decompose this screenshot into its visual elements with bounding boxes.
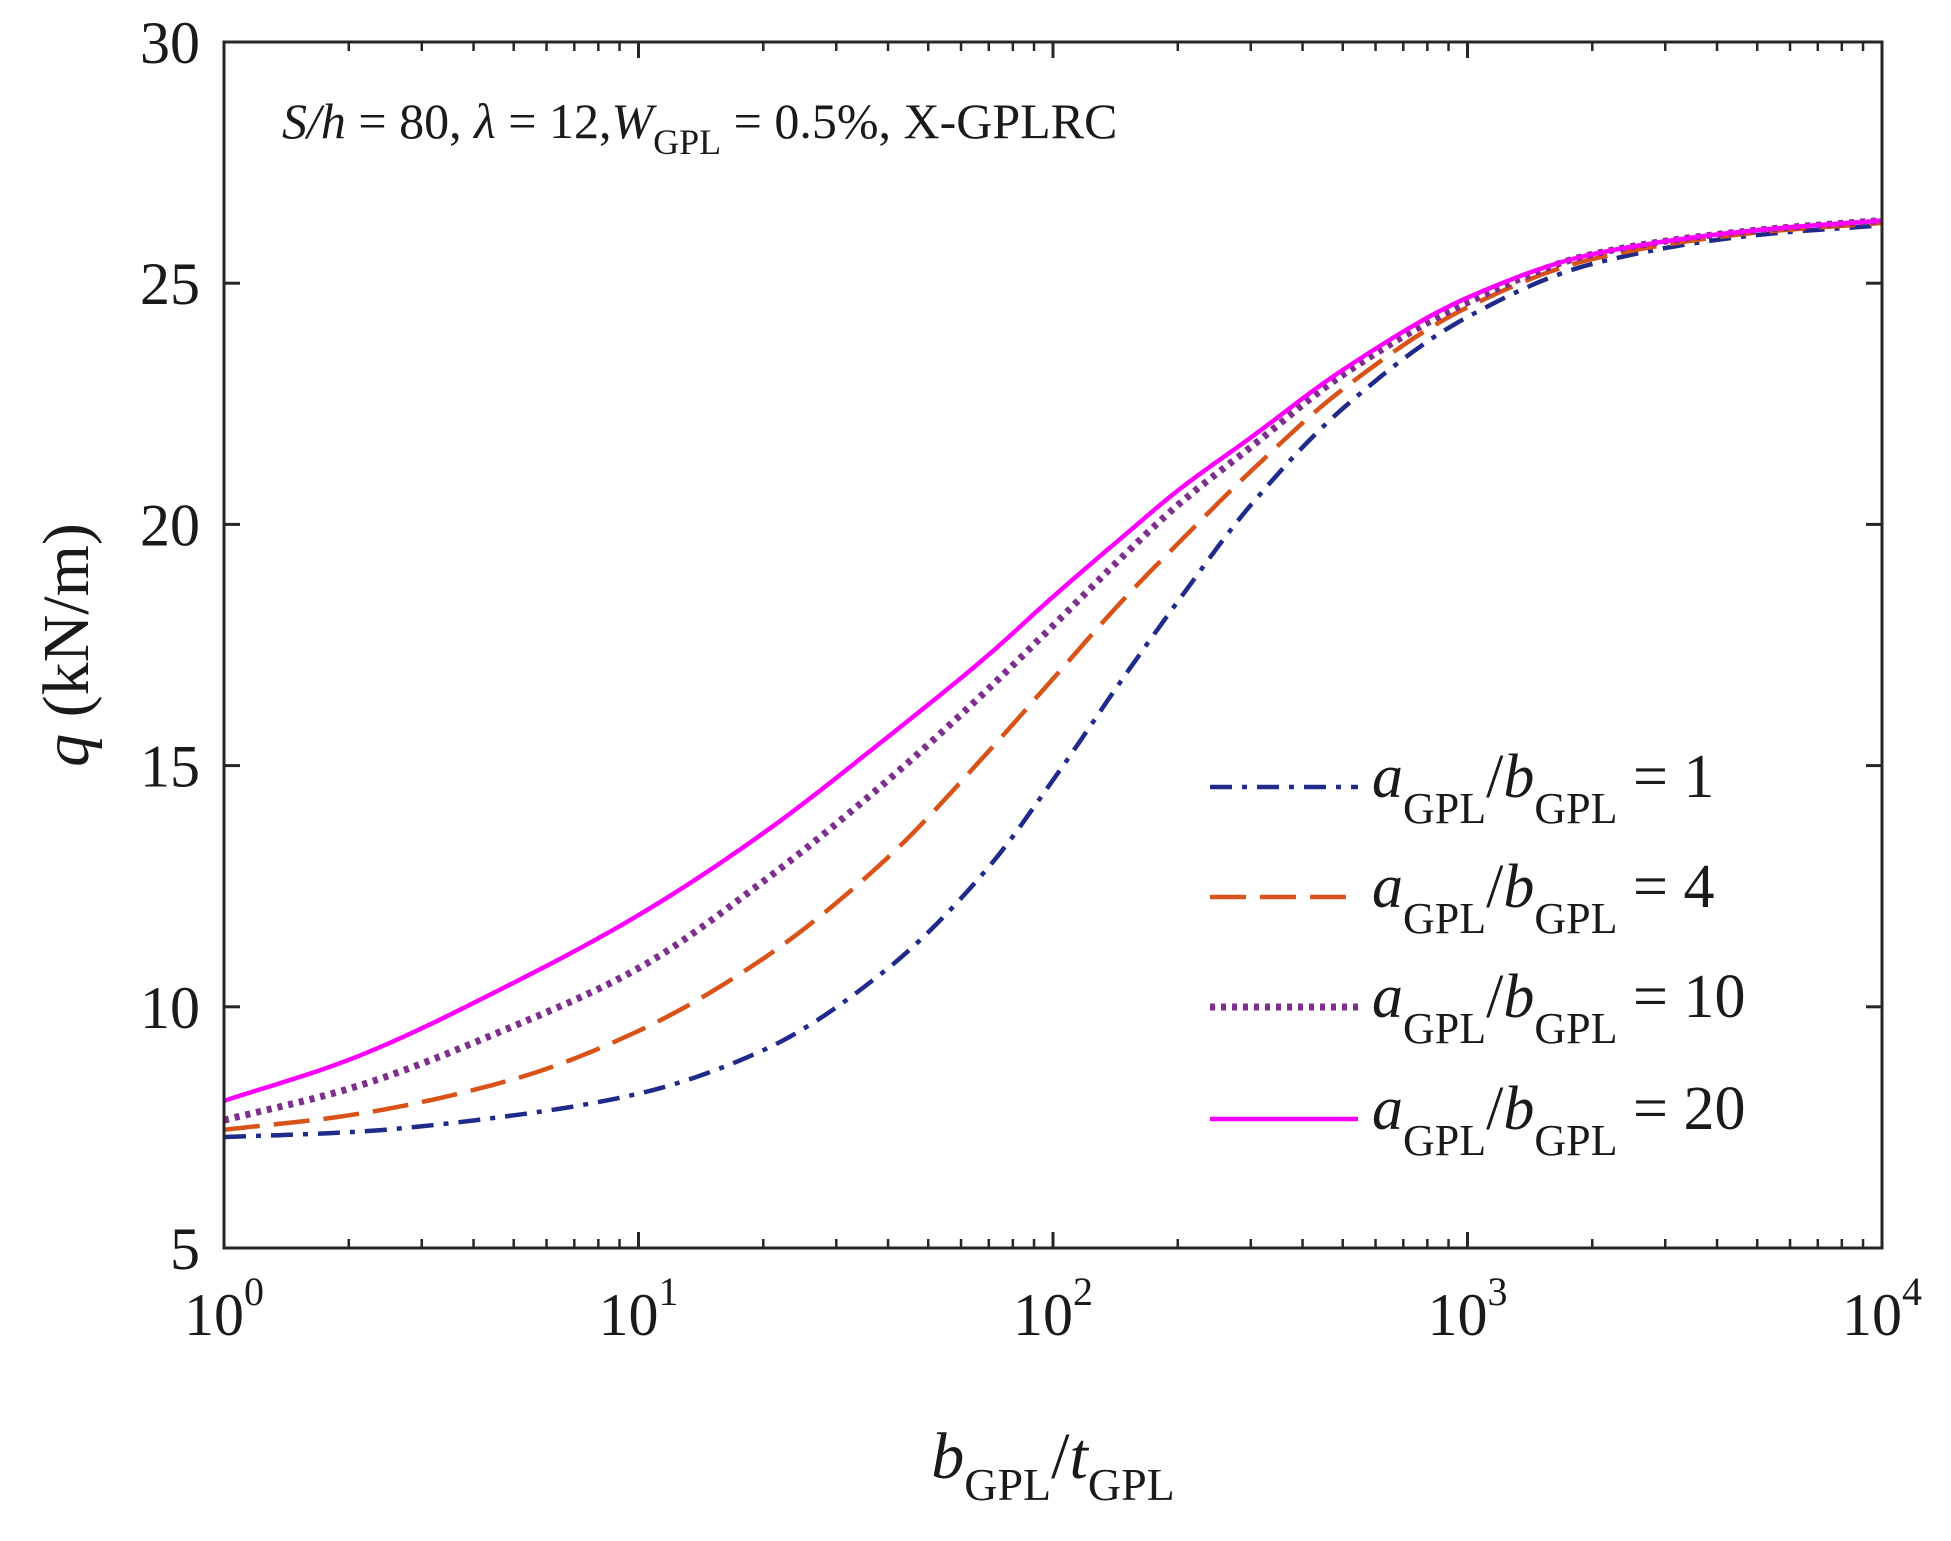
legend-a: a	[1372, 1075, 1403, 1143]
legend-b: b	[1503, 1075, 1534, 1143]
legend-sub2: GPL	[1534, 1004, 1617, 1053]
x-title-b: b	[931, 1420, 964, 1493]
legend-sub1: GPL	[1403, 1116, 1486, 1165]
x-tick-label: 103	[1428, 1269, 1508, 1348]
legend-entry-4: aGPL/bGPL = 20	[1210, 1075, 1745, 1165]
y-tick-label: 25	[140, 251, 200, 317]
series-line-1	[223, 223, 1883, 1140]
x-tick-exp: 0	[244, 1269, 264, 1314]
y-tick-label: 10	[140, 975, 200, 1041]
x-tick-label: 102	[1013, 1269, 1093, 1348]
x-tick-label: 100	[184, 1269, 264, 1348]
annot-lambda: λ	[472, 93, 496, 149]
legend-b: b	[1503, 853, 1534, 921]
y-title-var: q	[30, 734, 103, 767]
y-title-unit: (kN/m)	[30, 523, 103, 734]
legend-entry-3: aGPL/bGPL = 10	[1210, 963, 1745, 1053]
y-tick-label: 15	[140, 734, 200, 800]
legend-sub2: GPL	[1534, 784, 1617, 833]
x-title-slash: /	[1051, 1420, 1070, 1493]
legend-entry-2: aGPL/bGPL = 4	[1210, 853, 1714, 943]
legend-entry-1: aGPL/bGPL = 1	[1210, 743, 1714, 833]
legend-label: aGPL/bGPL = 10	[1372, 963, 1745, 1053]
annot-part1: = 80,	[346, 93, 474, 149]
x-tick-base: 10	[184, 1282, 244, 1348]
legend-eq: = 1	[1617, 743, 1714, 811]
legend-slash: /	[1486, 743, 1504, 811]
y-tick-label: 20	[140, 492, 200, 558]
legend-a: a	[1372, 963, 1403, 1031]
legend-sub1: GPL	[1403, 784, 1486, 833]
annot-w-sub: GPL	[653, 122, 721, 162]
legend-slash: /	[1486, 853, 1504, 921]
legend-eq: = 10	[1617, 963, 1745, 1031]
legend-label: aGPL/bGPL = 4	[1372, 853, 1714, 943]
legend-label: aGPL/bGPL = 1	[1372, 743, 1714, 833]
x-tick-base: 10	[599, 1282, 659, 1348]
legend-sub2: GPL	[1534, 1116, 1617, 1165]
x-tick-label: 104	[1842, 1269, 1922, 1348]
annot-w: W	[611, 93, 657, 149]
legend-eq: = 4	[1617, 853, 1714, 921]
x-title-t: t	[1070, 1420, 1090, 1493]
plot-frame	[222, 40, 1884, 1250]
x-tick-exp: 3	[1488, 1269, 1508, 1314]
legend-b: b	[1503, 743, 1534, 811]
x-tick-base: 10	[1428, 1282, 1488, 1348]
x-title-sub1: GPL	[964, 1459, 1051, 1510]
series-line-2	[223, 220, 1883, 1133]
x-tick-label: 101	[599, 1269, 679, 1348]
legend-a: a	[1372, 743, 1403, 811]
x-tick-exp: 2	[1073, 1269, 1093, 1314]
annot-part3: = 0.5%, X-GPLRC	[721, 93, 1117, 149]
legend-slash: /	[1486, 1075, 1504, 1143]
annot-part2: = 12,	[496, 93, 612, 149]
y-tick-label: 5	[170, 1216, 200, 1282]
legend-sub1: GPL	[1403, 1004, 1486, 1053]
series-layer	[223, 217, 1883, 1140]
x-tick-exp: 4	[1902, 1269, 1922, 1314]
legend-a: a	[1372, 853, 1403, 921]
annotation-text: S/h = 80, λ = 12,WGPL = 0.5%, X-GPLRC	[282, 93, 1117, 162]
x-tick-base: 10	[1013, 1282, 1073, 1348]
legend-eq: = 20	[1617, 1075, 1745, 1143]
legend-sub2: GPL	[1534, 894, 1617, 943]
x-tick-exp: 1	[659, 1269, 679, 1314]
x-tick-base: 10	[1842, 1282, 1902, 1348]
y-axis-title: q (kN/m)	[30, 523, 103, 767]
legend-label: aGPL/bGPL = 20	[1372, 1075, 1745, 1165]
series-line-4	[223, 218, 1883, 1104]
legend-sub1: GPL	[1403, 894, 1486, 943]
x-axis-title: bGPL/tGPL	[931, 1420, 1175, 1510]
legend-slash: /	[1486, 963, 1504, 1031]
y-tick-label: 30	[140, 10, 200, 76]
legend-b: b	[1503, 963, 1534, 1031]
x-title-sub2: GPL	[1088, 1459, 1175, 1510]
annot-sh: S/h	[282, 93, 346, 149]
